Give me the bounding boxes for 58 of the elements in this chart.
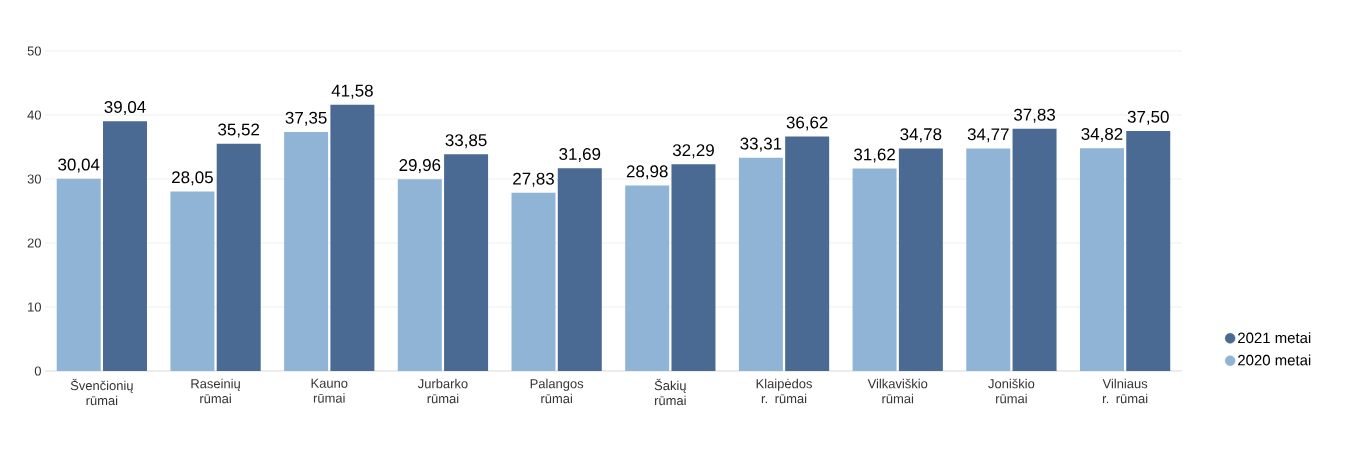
bar bbox=[444, 154, 489, 371]
bar bbox=[557, 168, 602, 371]
y-tick-label: 20 bbox=[27, 238, 41, 248]
data-label: 28,98 bbox=[626, 165, 668, 180]
data-label: 37,35 bbox=[285, 111, 327, 126]
data-label: 34,77 bbox=[967, 128, 1009, 143]
bar bbox=[330, 104, 375, 371]
bar bbox=[170, 191, 215, 371]
bar bbox=[738, 157, 783, 371]
data-label: 30,04 bbox=[58, 158, 100, 173]
data-label: 34,78 bbox=[900, 128, 942, 143]
y-tick-label: 50 bbox=[27, 46, 41, 56]
data-label: 32,29 bbox=[672, 144, 714, 159]
data-label: 35,52 bbox=[218, 123, 260, 138]
bar bbox=[852, 168, 897, 371]
x-tick-label: Joniškio rūmai bbox=[988, 378, 1035, 404]
data-label: 31,62 bbox=[854, 148, 895, 163]
y-tick-label: 0 bbox=[34, 366, 41, 376]
bar bbox=[966, 148, 1011, 371]
data-label: 39,04 bbox=[104, 100, 146, 115]
y-tick-label: 30 bbox=[27, 174, 41, 184]
x-tick-label: Raseinių rūmai bbox=[191, 378, 241, 404]
y-tick-label: 40 bbox=[27, 110, 41, 120]
bar bbox=[216, 143, 261, 371]
bar bbox=[625, 185, 670, 371]
x-tick-label: Klaipėdos r. rūmai bbox=[756, 378, 812, 404]
bar bbox=[1012, 128, 1057, 371]
x-tick-label: Švenčionių rūmai bbox=[70, 378, 133, 406]
x-tick-label: Jurbarko rūmai bbox=[417, 378, 468, 404]
data-label: 29,96 bbox=[399, 159, 441, 174]
bar bbox=[898, 148, 943, 371]
x-tick-label: Šakių rūmai bbox=[654, 378, 686, 406]
legend-label: 2021 metai bbox=[1238, 332, 1311, 344]
data-label: 37,83 bbox=[1014, 108, 1055, 123]
y-tick-label: 10 bbox=[28, 302, 41, 312]
bar bbox=[1126, 130, 1171, 371]
data-label: 31,69 bbox=[559, 147, 601, 162]
x-tick-label: Vilniaus r. rūmai bbox=[1102, 378, 1148, 404]
bar bbox=[671, 164, 716, 371]
data-label: 33,31 bbox=[740, 137, 782, 152]
data-label: 36,62 bbox=[786, 116, 828, 131]
bar bbox=[511, 192, 556, 371]
bar bbox=[397, 179, 442, 371]
data-label: 37,50 bbox=[1127, 110, 1169, 125]
data-label: 28,05 bbox=[172, 171, 213, 186]
x-tick-label: Kauno rūmai bbox=[311, 378, 348, 403]
legend-label: 2020 metai bbox=[1238, 354, 1311, 366]
bar bbox=[56, 178, 101, 371]
data-label: 33,85 bbox=[445, 134, 487, 149]
bar bbox=[284, 131, 329, 371]
x-tick-label: Vilkaviškio rūmai bbox=[867, 378, 928, 404]
bar bbox=[103, 121, 147, 371]
data-label: 41,58 bbox=[331, 84, 373, 99]
bar bbox=[785, 136, 830, 371]
x-tick-label: Palangos rūmai bbox=[530, 378, 584, 404]
data-label: 27,83 bbox=[513, 172, 554, 187]
data-label: 34,82 bbox=[1081, 127, 1123, 142]
bar bbox=[1079, 148, 1124, 371]
